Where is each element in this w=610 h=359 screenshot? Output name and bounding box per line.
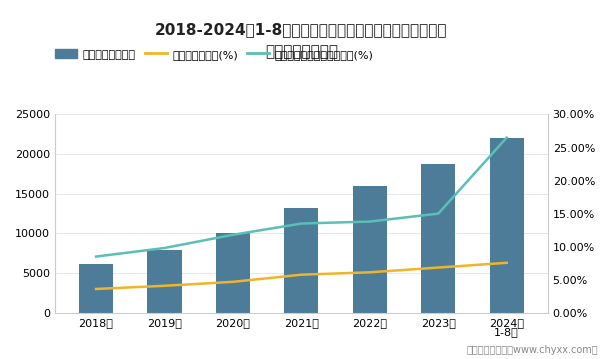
Bar [421, 164, 456, 313]
Bar [79, 264, 113, 313]
Legend: 应收账款（亿元）, 应收账款百分比(%), 应收账款占营业收入的比重(%): 应收账款（亿元）, 应收账款百分比(%), 应收账款占营业收入的比重(%) [51, 45, 378, 64]
Text: 制图：智研咋询（www.chyxx.com）: 制图：智研咋询（www.chyxx.com） [466, 345, 598, 355]
Title: 2018-2024年1-8月电力、热力、燃气及水生产和供应业企
业应收账款统计图: 2018-2024年1-8月电力、热力、燃气及水生产和供应业企 业应收账款统计图 [155, 22, 448, 59]
Bar [216, 233, 250, 313]
Bar [284, 208, 318, 313]
Bar [148, 250, 182, 313]
Bar [490, 138, 524, 313]
Bar [353, 186, 387, 313]
